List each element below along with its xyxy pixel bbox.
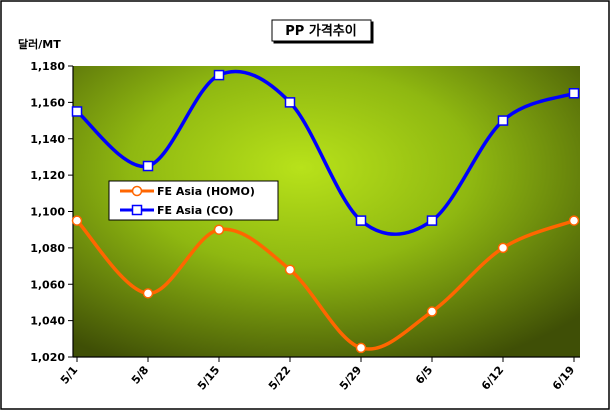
data-point — [355, 215, 367, 226]
data-point — [568, 88, 580, 99]
y-tick-label: 1,040 — [30, 315, 65, 328]
data-point — [426, 215, 438, 226]
legend-label: FE Asia (CO) — [157, 204, 233, 217]
legend-marker — [131, 204, 143, 216]
y-tick-label: 1,080 — [30, 242, 65, 255]
data-point — [497, 115, 509, 126]
y-tick-label: 1,020 — [30, 351, 65, 364]
y-tick-label: 1,160 — [30, 96, 65, 109]
data-point — [71, 106, 83, 117]
legend: FE Asia (HOMO) FE Asia (CO) — [108, 180, 279, 221]
series-2 — [71, 69, 580, 236]
legend-item: FE Asia (HOMO) — [120, 185, 255, 198]
y-tick-label: 1,180 — [30, 60, 65, 73]
series-layer — [71, 69, 580, 354]
y-tick-label: 1,060 — [30, 278, 65, 291]
y-tick-label: 1,120 — [30, 169, 65, 182]
chart-title: PP 가격추이 — [285, 23, 356, 39]
series-1 — [71, 215, 580, 354]
series-line — [75, 69, 575, 236]
y-tick-label: 1,140 — [30, 133, 65, 146]
legend-marker — [131, 185, 143, 197]
legend-item: FE Asia (CO) — [120, 204, 233, 217]
data-point — [142, 288, 154, 299]
chart-title-box: PP 가격추이 — [271, 19, 372, 42]
data-point — [284, 97, 296, 108]
data-point — [568, 215, 580, 226]
data-point — [213, 69, 225, 81]
legend-label: FE Asia (HOMO) — [157, 185, 255, 198]
y-tick-label: 1,100 — [30, 206, 65, 219]
data-point — [71, 215, 83, 226]
data-point — [497, 242, 509, 254]
data-point — [284, 264, 296, 275]
data-point — [355, 342, 367, 354]
data-point — [142, 160, 154, 172]
y-axis-label: 달러/MT — [18, 37, 61, 51]
data-point — [426, 306, 438, 317]
data-point — [213, 224, 225, 235]
